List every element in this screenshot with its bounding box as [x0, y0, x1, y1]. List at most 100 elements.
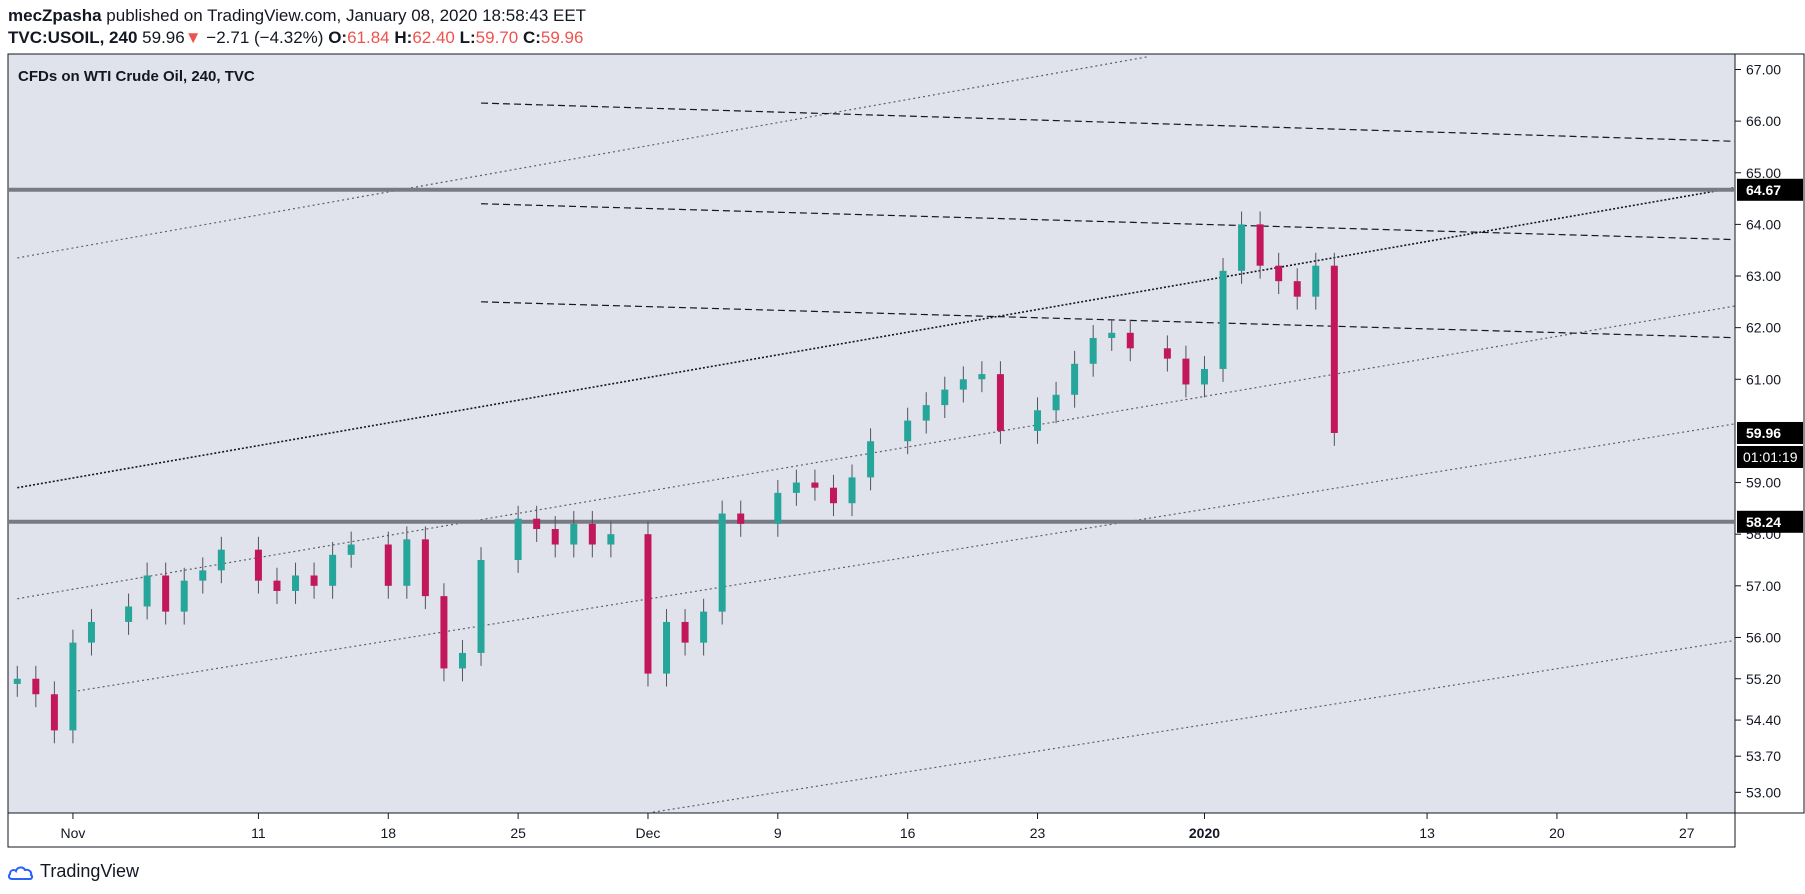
price-label: 58.24 — [1746, 514, 1781, 530]
price-label-box — [1737, 510, 1803, 533]
price-label-box — [1737, 178, 1803, 201]
candle — [125, 606, 133, 622]
candle — [959, 379, 967, 390]
close-label: C: — [522, 28, 541, 47]
candle — [347, 544, 355, 555]
symbol-info: TVC:USOIL, 240 59.96▼ −2.71 (−4.32%) O:6… — [8, 28, 583, 48]
x-tick-label: 13 — [1419, 825, 1435, 841]
candle — [514, 518, 522, 560]
candle — [1052, 394, 1060, 411]
close-value: 59.96 — [540, 28, 584, 47]
time-axis — [7, 812, 1736, 848]
price-change: −2.71 (−4.32%) — [206, 28, 324, 47]
candle — [996, 374, 1004, 431]
candle — [403, 539, 411, 586]
candle — [867, 441, 875, 478]
candle — [1163, 348, 1171, 359]
candle — [13, 678, 21, 684]
open-label: O: — [328, 28, 348, 47]
price-label: 59.96 — [1746, 425, 1781, 441]
candle — [1312, 265, 1320, 297]
candle — [811, 482, 819, 488]
brand-name: TradingView — [40, 861, 140, 881]
y-tick-label: 64.00 — [1746, 216, 1781, 232]
x-tick-label: 2020 — [1189, 825, 1220, 841]
candle — [607, 534, 615, 545]
x-tick-label: Nov — [60, 825, 85, 841]
candle — [162, 575, 170, 612]
down-arrow-icon: ▼ — [184, 28, 202, 47]
y-tick-label: 65.00 — [1746, 165, 1781, 181]
trend-line-2 — [17, 55, 1149, 259]
x-tick-label: 16 — [900, 825, 916, 841]
trend-line-8 — [481, 301, 1735, 339]
y-tick-label: 57.00 — [1746, 578, 1781, 594]
tradingview-logo[interactable]: TradingView — [8, 861, 139, 882]
high-value: 62.40 — [412, 28, 455, 47]
tradingview-cloud-icon — [8, 866, 34, 880]
plot-area — [8, 54, 1735, 813]
price-label: 64.67 — [1746, 182, 1781, 198]
candle — [87, 621, 95, 643]
candle — [1108, 332, 1116, 338]
candle — [1330, 265, 1338, 433]
candle — [1238, 224, 1246, 271]
candle — [1200, 368, 1208, 385]
y-tick-label: 59.00 — [1746, 475, 1781, 491]
candle — [681, 621, 689, 643]
open-value: 61.84 — [347, 28, 390, 47]
author-name[interactable]: mecZpasha — [8, 6, 102, 25]
candle — [273, 580, 281, 591]
y-tick-label: 55.20 — [1746, 671, 1781, 687]
candle — [533, 518, 541, 530]
low-value: 59.70 — [475, 28, 519, 47]
last-price: 59.96 — [142, 28, 185, 47]
candle — [1293, 281, 1301, 297]
candle — [1089, 337, 1097, 364]
symbol-name: TVC:USOIL, 240 — [8, 28, 138, 47]
trend-line-3 — [17, 305, 1735, 600]
chart-title: CFDs on WTI Crude Oil, 240, TVC — [18, 68, 255, 85]
candle — [50, 694, 58, 731]
candle — [1256, 224, 1264, 266]
candle — [329, 554, 337, 586]
y-tick-label: 54.40 — [1746, 712, 1781, 728]
candle — [978, 374, 986, 380]
candle — [477, 560, 485, 653]
trend-line-6 — [481, 102, 1735, 142]
candle — [32, 678, 40, 695]
candle — [1182, 358, 1190, 385]
trend-line-1 — [17, 186, 1735, 489]
x-tick-label: Dec — [636, 825, 661, 841]
y-tick-label: 66.00 — [1746, 113, 1781, 129]
bar-countdown: 01:01:19 — [1743, 449, 1798, 465]
candle — [700, 611, 708, 643]
candle — [69, 642, 77, 731]
candle — [663, 621, 671, 674]
publish-info: mecZpasha published on TradingView.com, … — [8, 6, 586, 26]
high-label: H: — [394, 28, 413, 47]
candle — [310, 575, 318, 586]
candle — [570, 523, 578, 545]
candle — [848, 477, 856, 504]
y-tick-label: 67.00 — [1746, 61, 1781, 77]
candle — [1034, 410, 1042, 431]
candle — [774, 492, 782, 524]
candle — [421, 539, 429, 597]
published-text: published on TradingView.com, January 08… — [106, 6, 587, 25]
candle — [458, 652, 466, 669]
x-tick-label: 27 — [1679, 825, 1695, 841]
y-tick-label: 61.00 — [1746, 371, 1781, 387]
candle — [1275, 265, 1283, 282]
candle — [199, 570, 207, 581]
y-tick-label: 53.70 — [1746, 748, 1781, 764]
candle — [941, 389, 949, 406]
candle — [1071, 363, 1079, 395]
candle — [718, 513, 726, 612]
candle — [551, 529, 559, 545]
candle — [904, 420, 912, 442]
candle — [922, 405, 930, 421]
candle — [440, 596, 448, 669]
candle — [143, 575, 151, 607]
